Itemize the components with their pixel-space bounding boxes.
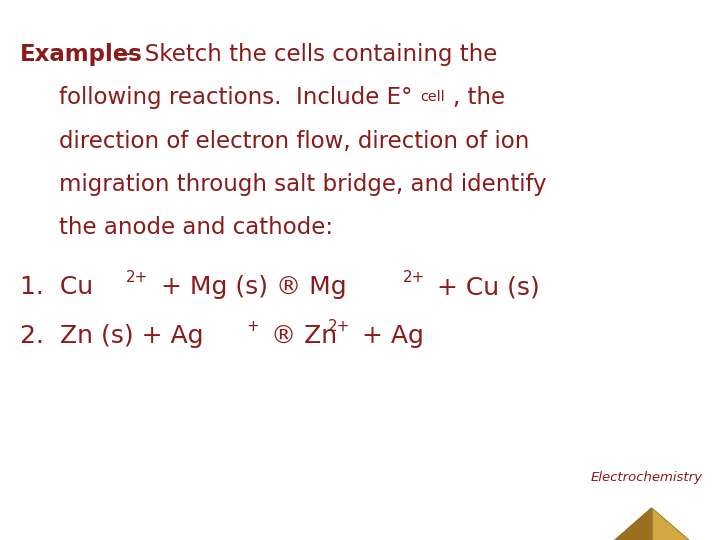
Text: 1.  Cu: 1. Cu [20, 275, 94, 299]
Text: + Cu (s): + Cu (s) [429, 275, 540, 299]
Text: 2.  Zn (s) + Ag: 2. Zn (s) + Ag [20, 324, 204, 348]
Text: ® Zn: ® Zn [263, 324, 337, 348]
Polygon shape [652, 508, 695, 540]
Text: the anode and cathode:: the anode and cathode: [59, 216, 333, 239]
Text: – Sketch the cells containing the: – Sketch the cells containing the [126, 43, 498, 66]
Text: +: + [246, 319, 259, 334]
Text: 2+: 2+ [328, 319, 350, 334]
Text: following reactions.  Include E°: following reactions. Include E° [59, 86, 413, 110]
Text: + Ag: + Ag [354, 324, 424, 348]
Text: migration through salt bridge, and identify: migration through salt bridge, and ident… [59, 173, 546, 196]
Text: , the: , the [453, 86, 505, 110]
Text: cell: cell [420, 90, 445, 104]
Text: + Mg (s) ® Mg: + Mg (s) ® Mg [153, 275, 346, 299]
Text: 2+: 2+ [126, 270, 148, 285]
Text: Electrochemistry: Electrochemistry [590, 471, 703, 484]
Text: 2+: 2+ [403, 270, 426, 285]
Polygon shape [608, 508, 652, 540]
Text: direction of electron flow, direction of ion: direction of electron flow, direction of… [59, 130, 529, 153]
Text: Examples: Examples [20, 43, 143, 66]
